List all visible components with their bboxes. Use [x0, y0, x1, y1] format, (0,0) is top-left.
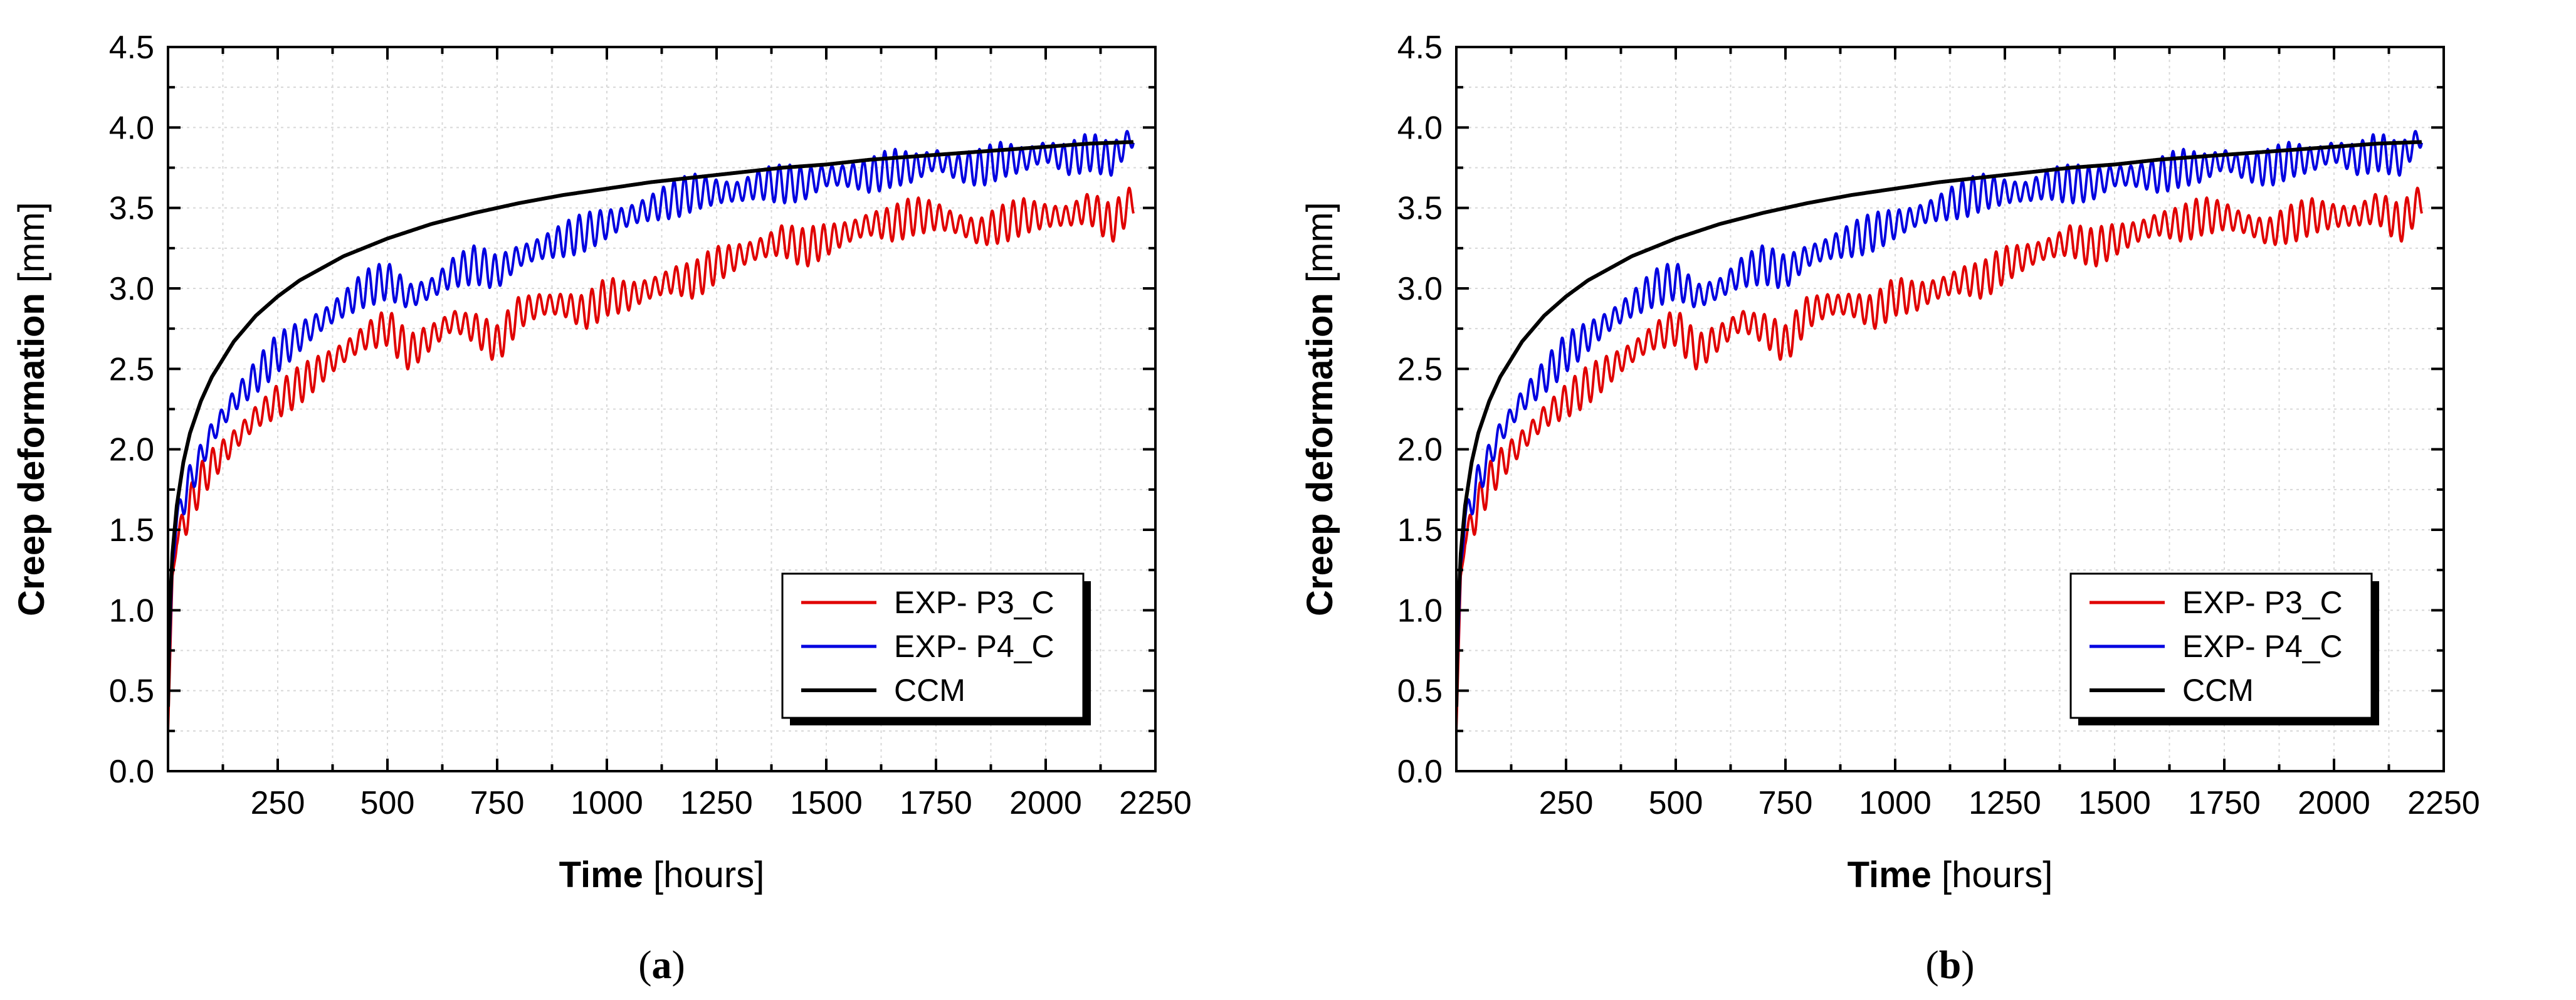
y-tick-label: 0.5 [1397, 673, 1443, 710]
y-tick-label: 3.0 [109, 271, 154, 307]
y-tick-label: 4.5 [109, 29, 154, 66]
y-tick-label: 2.0 [1397, 432, 1443, 468]
y-axis-title: Creep deformation [mm] [11, 202, 52, 616]
chart-a-svg: 250 500 750 1000 1250 1500 1750 2000 2250 0.0 0.5 1… [11, 29, 1192, 987]
y-axis-title: Creep deformation [mm] [1300, 202, 1340, 616]
chart-panel-b: 250 500 750 1000 1250 1500 1750 2000 2250 0.0 0.5 1… [1288, 0, 2576, 1000]
chart-b-svg: 250 500 750 1000 1250 1500 1750 2000 2250 0.0 0.5 1… [1300, 29, 2480, 987]
ticks [168, 46, 1157, 771]
legend: EXP- P3_C EXP- P4_C CCM [781, 572, 1091, 725]
y-tick-label: 4.0 [109, 110, 154, 146]
legend-label: EXP- P3_C [2182, 585, 2343, 620]
x-tick-label: 1250 [680, 785, 753, 821]
x-tick-label: 500 [1649, 785, 1703, 821]
y-tick-label: 3.5 [1397, 191, 1443, 227]
y-tick-label: 0.0 [109, 754, 154, 790]
series-line-exp-p4-c [168, 130, 1135, 707]
x-tick-label: 2000 [1009, 785, 1082, 821]
panel-caption: (a) [638, 942, 685, 987]
series-line-ccm [168, 140, 1135, 707]
y-tick-label: 3.5 [109, 191, 154, 227]
x-tick-label: 1750 [2188, 785, 2261, 821]
x-tick-label: 2000 [2298, 785, 2370, 821]
legend-label: CCM [2182, 673, 2254, 708]
x-tick-label: 1750 [900, 785, 972, 821]
y-tick-label: 1.0 [109, 592, 154, 629]
y-tick-label: 4.0 [1397, 110, 1443, 146]
series-line-ccm [1456, 140, 2424, 707]
x-axis-title: Time [hours] [1848, 855, 2053, 895]
y-tick-label: 1.5 [1397, 512, 1443, 549]
y-tick-label: 2.5 [1397, 351, 1443, 387]
x-axis-title: Time [hours] [559, 855, 765, 895]
series-line-exp-p3-c [168, 186, 1135, 731]
legend: EXP- P3_C EXP- P4_C CCM [2069, 572, 2379, 725]
legend-box [2069, 572, 2373, 719]
x-tick-label: 1250 [1969, 785, 2041, 821]
x-tick-label: 2250 [2407, 785, 2480, 821]
legend-label: EXP- P4_C [2182, 629, 2343, 664]
x-tick-label: 250 [251, 785, 305, 821]
x-tick-label: 250 [1539, 785, 1594, 821]
series-group [1456, 130, 2424, 731]
series-line-exp-p4-c [1456, 130, 2423, 707]
x-tick-label: 750 [1759, 785, 1813, 821]
legend-label: EXP- P3_C [894, 585, 1054, 620]
x-tick-label: 500 [360, 785, 415, 821]
y-tick-label: 2.0 [109, 432, 154, 468]
x-tick-label: 750 [470, 785, 525, 821]
ticks [1456, 46, 2445, 771]
y-tick-label: 0.0 [1397, 754, 1443, 790]
legend-label: CCM [894, 673, 965, 708]
x-tick-label: 2250 [1119, 785, 1192, 821]
x-tick-label: 1000 [570, 785, 643, 821]
y-tick-label: 1.5 [109, 512, 154, 549]
x-tick-label: 1000 [1859, 785, 1932, 821]
x-tick-label: 1500 [790, 785, 863, 821]
panel-caption: (b) [1925, 942, 1974, 987]
series-line-exp-p3-c [1456, 186, 2423, 731]
x-tick-label: 1500 [2078, 785, 2151, 821]
y-tick-label: 0.5 [109, 673, 154, 710]
y-tick-label: 1.0 [1397, 592, 1443, 629]
y-tick-label: 2.5 [109, 351, 154, 387]
series-group [168, 130, 1135, 731]
y-tick-label: 4.5 [1397, 29, 1443, 66]
y-tick-label: 3.0 [1397, 271, 1443, 307]
legend-label: EXP- P4_C [894, 629, 1054, 664]
chart-panel-a: 250 500 750 1000 1250 1500 1750 2000 2250 0.0 0.5 1… [11, 29, 1192, 987]
